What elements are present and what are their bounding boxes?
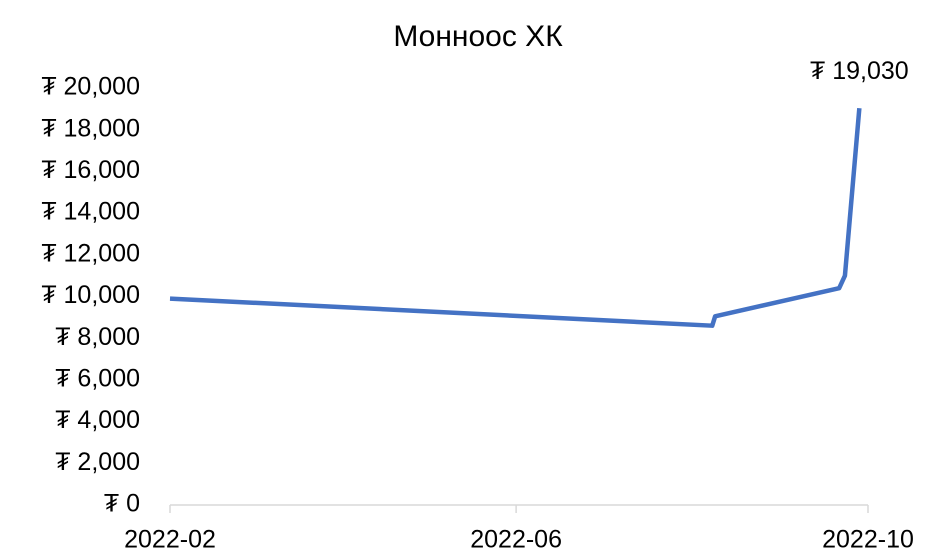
x-tick-label: 2022-06 — [470, 526, 562, 554]
y-tick-label: ₮ 12,000 — [41, 239, 140, 267]
y-tick-label: ₮ 8,000 — [55, 323, 140, 351]
y-tick-label: ₮ 2,000 — [55, 448, 140, 476]
y-tick-label: ₮ 14,000 — [41, 198, 140, 226]
y-tick-label: ₮ 18,000 — [41, 114, 140, 142]
y-tick-label: ₮ 0 — [104, 490, 140, 518]
x-tick-label: 2022-10 — [822, 526, 914, 554]
line-series — [169, 108, 862, 328]
y-tick-label: ₮ 20,000 — [41, 73, 140, 101]
chart-title: Монноос ХК — [393, 20, 563, 53]
y-tick-label: ₮ 10,000 — [41, 281, 140, 309]
y-tick-label: ₮ 4,000 — [55, 406, 140, 434]
y-tick-label: ₮ 6,000 — [55, 365, 140, 393]
x-tick-label: 2022-02 — [124, 526, 216, 554]
y-tick-label: ₮ 16,000 — [41, 156, 140, 184]
data-label: ₮ 19,030 — [810, 57, 909, 85]
